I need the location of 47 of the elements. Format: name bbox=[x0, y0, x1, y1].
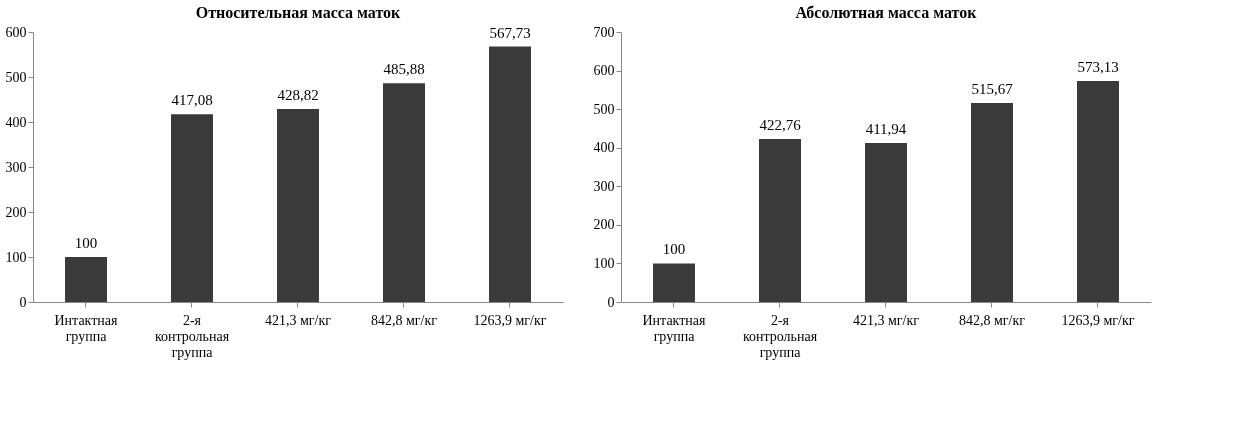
data-label: 573,13 bbox=[1077, 58, 1119, 75]
data-label: 515,67 bbox=[971, 81, 1014, 98]
y-tick-label: 0 bbox=[607, 294, 615, 310]
bar bbox=[759, 138, 801, 302]
chart-title: Абсолютная масса маток bbox=[795, 4, 978, 21]
bar bbox=[277, 109, 319, 302]
data-label: 411,94 bbox=[865, 121, 907, 138]
bar bbox=[171, 114, 213, 302]
y-tick-label: 0 bbox=[19, 294, 27, 310]
y-tick-label: 300 bbox=[593, 178, 615, 194]
x-tick-label: Интактная группа bbox=[54, 312, 119, 344]
bar bbox=[653, 263, 695, 302]
y-tick-label: 300 bbox=[5, 159, 27, 175]
data-label: 100 bbox=[662, 241, 686, 258]
bar bbox=[1077, 80, 1119, 302]
x-tick-label: Интактная группа bbox=[642, 312, 707, 344]
y-tick-label: 100 bbox=[5, 249, 27, 265]
data-label: 428,82 bbox=[277, 87, 319, 104]
bar bbox=[65, 257, 107, 302]
y-tick-label: 700 bbox=[593, 24, 615, 40]
y-tick-label: 500 bbox=[5, 69, 27, 85]
x-tick-label: 421,3 мг/кг bbox=[264, 312, 332, 328]
data-label: 485,88 bbox=[383, 61, 425, 78]
x-tick-label: 2-я контрольная группа bbox=[742, 312, 818, 360]
y-tick-label: 500 bbox=[593, 101, 615, 117]
y-tick-label: 400 bbox=[5, 114, 27, 130]
bar bbox=[971, 103, 1013, 302]
x-tick-label: 842,8 мг/кг bbox=[958, 312, 1026, 328]
y-tick-label: 600 bbox=[5, 24, 27, 40]
x-tick-label: 421,3 мг/кг bbox=[852, 312, 920, 328]
x-tick-label: 1263,9 мг/кг bbox=[473, 312, 547, 328]
bar bbox=[383, 83, 425, 302]
y-tick-label: 600 bbox=[593, 63, 615, 79]
y-tick-label: 400 bbox=[593, 140, 615, 156]
data-label: 417,08 bbox=[171, 92, 213, 109]
y-tick-label: 200 bbox=[5, 204, 27, 220]
y-tick-label: 200 bbox=[593, 217, 615, 233]
y-tick-label: 100 bbox=[593, 255, 615, 271]
x-tick-label: 842,8 мг/кг bbox=[370, 312, 438, 328]
bar bbox=[489, 46, 531, 302]
x-tick-label: 2-я контрольная группа bbox=[154, 312, 230, 360]
data-label: 422,76 bbox=[759, 116, 802, 133]
bar bbox=[865, 143, 907, 302]
data-label: 567,73 bbox=[489, 24, 531, 41]
chart-title: Относительная масса маток bbox=[195, 4, 402, 21]
x-tick-label: 1263,9 мг/кг bbox=[1061, 312, 1135, 328]
data-label: 100 bbox=[74, 235, 98, 251]
